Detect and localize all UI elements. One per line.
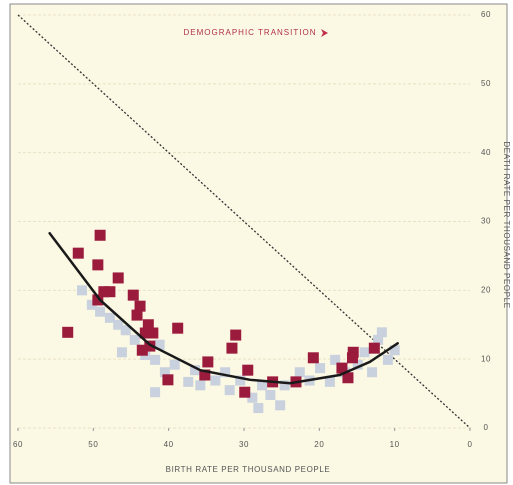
title-arrow: [321, 29, 328, 37]
x-tick-label: 40: [164, 440, 174, 449]
point: [359, 347, 370, 358]
point: [330, 354, 341, 365]
point: [224, 385, 235, 396]
point: [235, 375, 246, 386]
y-tick-label: 30: [481, 217, 491, 226]
point: [104, 312, 115, 323]
y-tick-label: 10: [481, 354, 491, 363]
point: [92, 294, 104, 306]
y-tick-label: 50: [481, 79, 491, 88]
point: [315, 363, 326, 374]
point: [367, 367, 378, 378]
x-tick-label: 0: [467, 440, 472, 449]
x-axis-label: BIRTH RATE PER THOUSAND PEOPLE: [166, 465, 331, 474]
point: [147, 327, 159, 339]
point: [162, 374, 174, 386]
point: [352, 359, 363, 370]
point: [239, 386, 251, 398]
mark-layer: [48, 229, 400, 414]
point: [368, 342, 380, 354]
point: [199, 369, 211, 381]
point: [136, 344, 148, 356]
point: [92, 259, 104, 271]
x-tick-label: 10: [390, 440, 400, 449]
point: [226, 342, 238, 354]
point: [195, 380, 206, 391]
x-tick-label: 30: [239, 440, 249, 449]
point: [142, 319, 154, 331]
point: [324, 376, 335, 387]
point: [139, 327, 151, 339]
point: [104, 286, 116, 298]
point: [279, 380, 290, 391]
point: [190, 365, 201, 376]
y-tick-label: 20: [481, 285, 491, 294]
point: [159, 367, 170, 378]
point: [77, 285, 88, 296]
point: [247, 392, 258, 403]
point: [242, 364, 254, 376]
point: [95, 306, 106, 317]
y-axis-label: DEATH RATE PER THOUSAND PEOPLE: [502, 141, 511, 308]
point: [376, 327, 387, 338]
x-tick-label: 60: [13, 440, 23, 449]
y-tick-label: 60: [481, 10, 491, 19]
point: [129, 334, 140, 345]
point: [294, 367, 305, 378]
point: [382, 354, 393, 365]
point: [336, 362, 348, 374]
point: [154, 339, 165, 350]
point: [275, 400, 286, 411]
point: [342, 372, 354, 384]
point: [265, 389, 276, 400]
point: [220, 367, 231, 378]
x-tick-label: 20: [314, 440, 324, 449]
fit-curve: [48, 231, 399, 385]
point: [257, 380, 268, 391]
point: [94, 229, 106, 241]
point: [113, 319, 124, 330]
y-tick-label: 0: [483, 423, 488, 432]
point: [150, 354, 161, 365]
point: [210, 375, 221, 386]
point: [127, 289, 139, 301]
point: [202, 356, 214, 368]
point: [373, 334, 384, 345]
point: [98, 286, 110, 298]
point: [86, 299, 97, 310]
point: [120, 325, 131, 336]
y-tick-label: 40: [481, 148, 491, 157]
point: [72, 247, 84, 259]
point: [131, 309, 143, 321]
point: [230, 329, 242, 341]
point: [150, 387, 161, 398]
point: [169, 359, 180, 370]
point: [183, 376, 194, 387]
point: [389, 345, 400, 356]
point: [253, 403, 264, 414]
point: [346, 352, 358, 364]
point: [307, 352, 319, 364]
point: [112, 272, 124, 284]
point: [134, 300, 146, 312]
x-tick-label: 50: [88, 440, 98, 449]
point: [62, 326, 74, 338]
point: [172, 322, 184, 334]
point: [347, 346, 359, 358]
point: [116, 347, 127, 358]
chart-title: DEMOGRAPHIC TRANSITION: [184, 28, 317, 37]
